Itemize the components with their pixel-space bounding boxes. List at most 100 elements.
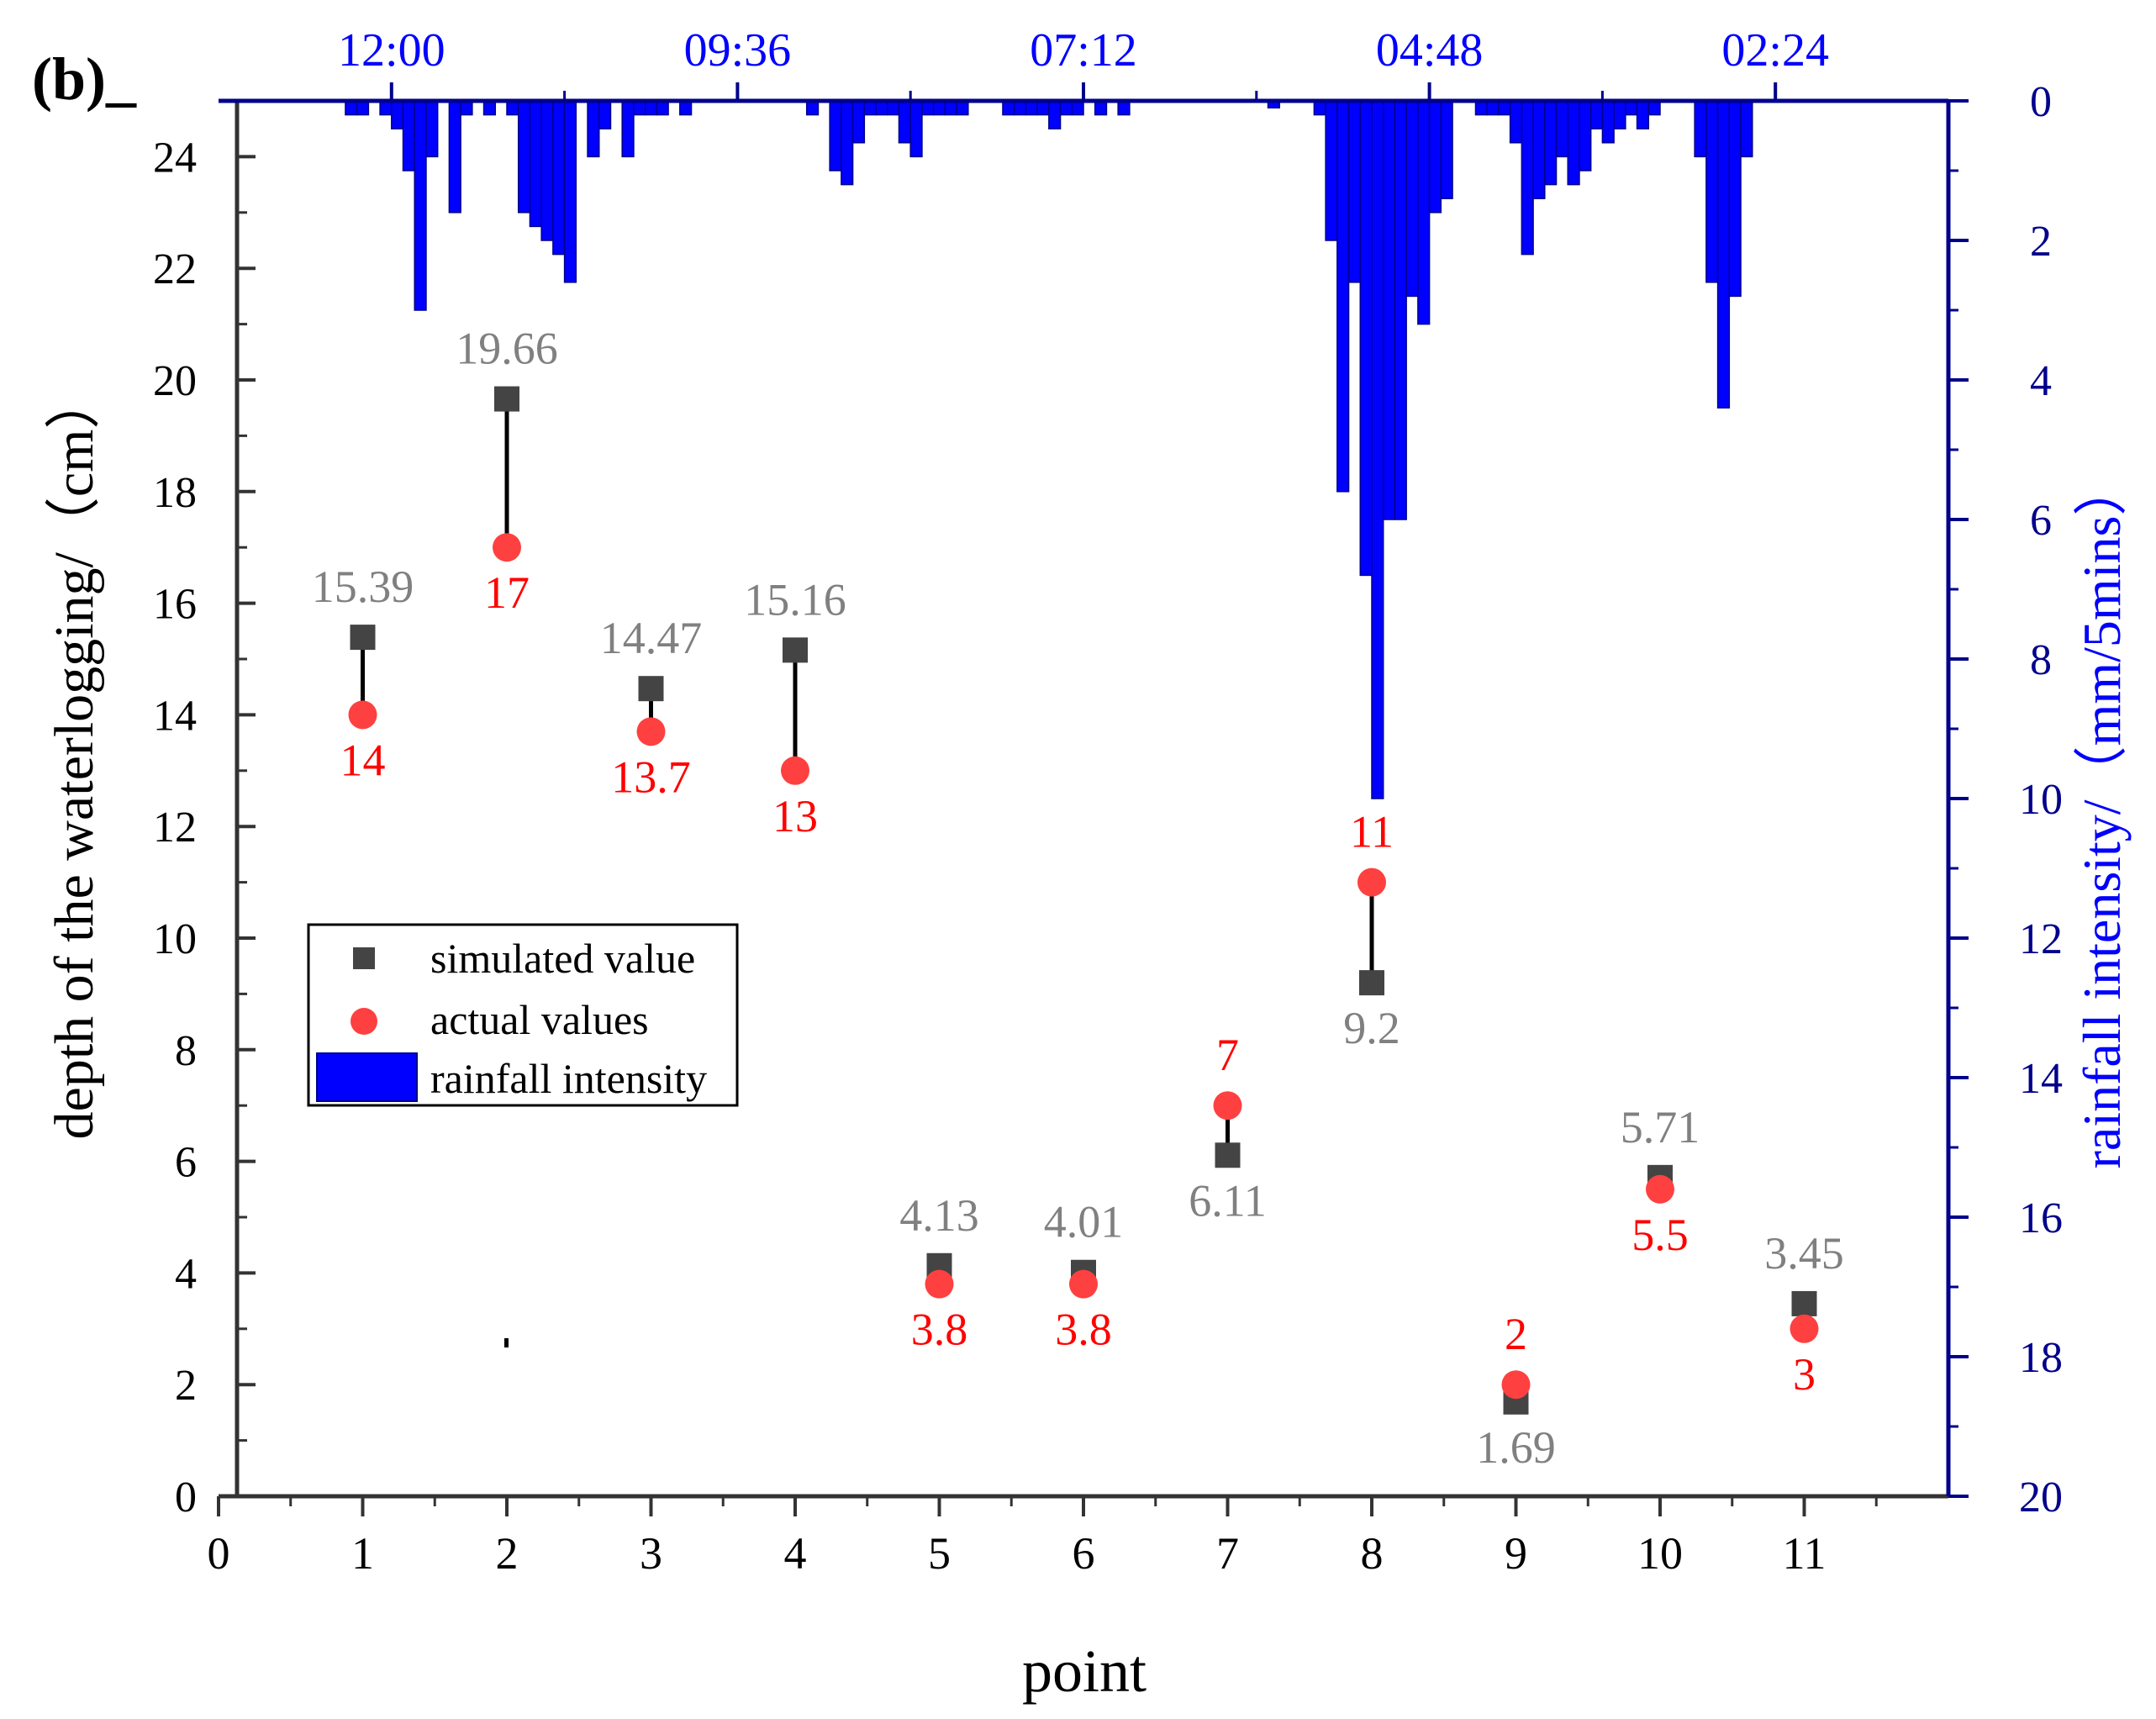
- simulated-point: [350, 625, 376, 651]
- actual-point: [1357, 867, 1386, 897]
- legend: simulated value actual values rainfall i…: [307, 923, 739, 1107]
- rain-bar: [1579, 100, 1592, 171]
- simulated-value-label: 1.69: [1476, 1422, 1556, 1473]
- y-tick-label: 2: [175, 1362, 197, 1410]
- right-tick-label: 10: [2019, 776, 2063, 824]
- rain-bar: [552, 100, 566, 256]
- actual-point: [1646, 1174, 1674, 1204]
- rain-bar: [1521, 100, 1534, 256]
- legend-label-simulated: simulated value: [430, 935, 695, 982]
- simulated-point: [1359, 970, 1384, 996]
- panel-label: (b)_: [32, 45, 137, 113]
- y-tick-label: 6: [175, 1139, 197, 1187]
- rain-bar: [1636, 100, 1650, 129]
- legend-label-rainfall: rainfall intensity: [430, 1055, 707, 1102]
- actual-point: [348, 700, 377, 730]
- right-tick-label: 16: [2019, 1194, 2063, 1242]
- rain-bar: [1740, 100, 1753, 158]
- actual-value-label: 14: [340, 735, 386, 785]
- rain-bar: [909, 100, 923, 158]
- actual-value-label: 3: [1793, 1349, 1816, 1400]
- y-tick-label: 4: [175, 1250, 197, 1298]
- rain-bar: [1509, 100, 1523, 144]
- rain-bar: [517, 100, 531, 214]
- rain-bar: [1705, 100, 1719, 283]
- rain-bar: [402, 100, 415, 171]
- y-tick-label: 18: [153, 469, 197, 517]
- actual-point: [1069, 1269, 1098, 1299]
- simulated-value-label: 4.13: [899, 1190, 979, 1241]
- right-tick-label: 12: [2019, 915, 2063, 963]
- simulated-value-label: 19.66: [456, 324, 558, 374]
- rain-bar: [1347, 100, 1362, 283]
- rainfall-bars: [345, 100, 1753, 799]
- rain-bar: [898, 100, 911, 144]
- top-tick-label: 07:12: [1030, 24, 1137, 76]
- x-axis-title: point: [1022, 1637, 1147, 1705]
- actual-value-label: 13.7: [611, 751, 691, 802]
- rain-bar: [1694, 100, 1707, 158]
- simulated-value-label: 4.01: [1044, 1197, 1124, 1247]
- simulated-value-label: 9.2: [1343, 1003, 1400, 1053]
- y-tick-label: 22: [153, 245, 197, 293]
- actual-point: [925, 1269, 954, 1299]
- rain-bar: [1567, 100, 1580, 186]
- rain-bar: [1728, 100, 1742, 298]
- rain-bar: [529, 100, 542, 228]
- simulated-point: [1791, 1290, 1817, 1316]
- actual-point: [781, 756, 809, 785]
- connector-lines: [361, 398, 1806, 1402]
- data-points: [348, 386, 1819, 1415]
- rain-bar: [1359, 100, 1373, 577]
- simulated-value-label: 15.16: [744, 574, 846, 625]
- right-tick-label: 2: [2030, 218, 2052, 266]
- y-tick-label: 8: [175, 1027, 197, 1075]
- rain-bar: [587, 100, 600, 158]
- actual-point: [1790, 1314, 1819, 1343]
- rain-bar: [391, 100, 404, 129]
- right-tick-label: 20: [2019, 1474, 2063, 1521]
- rain-bar: [563, 100, 577, 283]
- rain-bar: [851, 100, 866, 144]
- x-tick-label: 1: [351, 1528, 374, 1579]
- simulated-value-label: 14.47: [600, 613, 703, 663]
- right-tick-label: 6: [2030, 497, 2052, 545]
- rain-bar: [448, 100, 461, 214]
- y-axis-title: depth of the waterlogging/（cm）: [44, 374, 105, 1140]
- simulated-value-label: 5.71: [1621, 1102, 1700, 1152]
- x-tick-label: 0: [208, 1528, 230, 1579]
- legend-marker-actual: [351, 1008, 377, 1035]
- rain-bar: [1555, 100, 1568, 158]
- rain-bar: [1405, 100, 1419, 298]
- actual-point: [1501, 1370, 1531, 1400]
- actual-value-label: 7: [1216, 1030, 1239, 1080]
- y-tick-label: 24: [153, 134, 197, 182]
- rain-bar: [1716, 100, 1731, 409]
- actual-point: [636, 717, 666, 746]
- simulated-point: [494, 386, 519, 412]
- actual-value-label: 3.8: [911, 1305, 968, 1355]
- y-tick-label: 12: [153, 804, 197, 852]
- y-tick-label: 20: [153, 357, 197, 405]
- top-tick-label: 02:24: [1721, 24, 1829, 76]
- right-tick-label: 4: [2030, 357, 2052, 405]
- rain-bar: [1371, 100, 1384, 799]
- actual-value-label: 5.5: [1631, 1210, 1689, 1260]
- simulated-value-label: 3.45: [1764, 1228, 1844, 1279]
- x-tick-label: 3: [640, 1528, 662, 1579]
- x-tick-label: 9: [1505, 1528, 1527, 1579]
- right-tick-label: 18: [2019, 1334, 2063, 1382]
- top-tick-label: 12:00: [338, 24, 445, 76]
- rain-bar: [1417, 100, 1431, 325]
- data-labels: 15.39 14 19.66 17 14.47 13.7 15.16 13 4.13 3.8 4.0…: [312, 324, 1844, 1473]
- rain-bar: [841, 100, 854, 186]
- rain-bar: [1589, 100, 1604, 129]
- rain-bar: [414, 100, 427, 311]
- legend-box: [307, 923, 739, 1107]
- actual-value-label: 17: [484, 567, 530, 618]
- rain-bar: [1325, 100, 1338, 241]
- rain-bar: [598, 100, 612, 129]
- rain-bar: [1428, 100, 1442, 214]
- rain-bar: [425, 100, 439, 158]
- rain-bar: [1544, 100, 1558, 186]
